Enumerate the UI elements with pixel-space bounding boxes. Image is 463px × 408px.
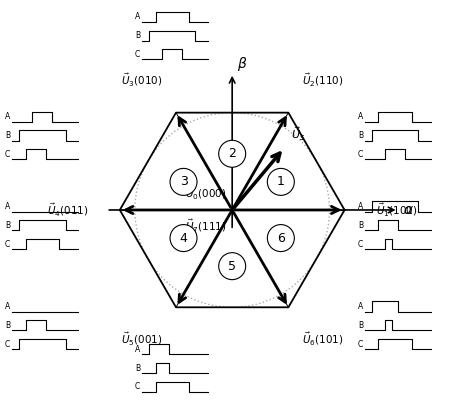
Text: B: B (5, 221, 10, 230)
Text: $\alpha$: $\alpha$ (402, 203, 413, 217)
Circle shape (267, 169, 294, 195)
Text: A: A (5, 112, 10, 121)
Text: A: A (5, 202, 10, 211)
Text: A: A (357, 112, 362, 121)
Text: B: B (357, 131, 362, 140)
Text: $\vec{U}_3(010)$: $\vec{U}_3(010)$ (121, 71, 162, 89)
Text: B: B (357, 321, 362, 330)
Text: A: A (357, 302, 362, 311)
Text: C: C (357, 339, 362, 348)
Text: B: B (135, 364, 140, 373)
Text: C: C (5, 239, 10, 248)
Text: C: C (5, 150, 10, 159)
Text: 3: 3 (179, 175, 187, 188)
Text: $\vec{U}_4(011)$: $\vec{U}_4(011)$ (47, 202, 88, 219)
Text: A: A (357, 202, 362, 211)
Circle shape (169, 169, 197, 195)
Circle shape (267, 224, 294, 252)
Text: B: B (357, 221, 362, 230)
Circle shape (218, 140, 245, 167)
Text: A: A (135, 12, 140, 21)
Text: 5: 5 (228, 259, 236, 273)
Text: C: C (357, 150, 362, 159)
Text: 6: 6 (276, 232, 284, 244)
Circle shape (169, 224, 197, 252)
Text: C: C (357, 239, 362, 248)
Text: B: B (135, 31, 140, 40)
Text: $\vec{U}_5(001)$: $\vec{U}_5(001)$ (121, 331, 162, 348)
Text: $\vec{U}_s$: $\vec{U}_s$ (290, 126, 304, 144)
Text: $\vec{U}_7(111)$: $\vec{U}_7(111)$ (185, 218, 226, 235)
Text: 2: 2 (228, 147, 236, 160)
Text: A: A (135, 345, 140, 354)
Text: 4: 4 (179, 232, 187, 244)
Text: B: B (5, 321, 10, 330)
Text: $\vec{U}_6(101)$: $\vec{U}_6(101)$ (301, 331, 343, 348)
Text: C: C (135, 382, 140, 391)
Circle shape (218, 253, 245, 279)
Text: C: C (135, 50, 140, 59)
Text: $\vec{U}_0(000)$: $\vec{U}_0(000)$ (185, 185, 226, 202)
Text: $\beta$: $\beta$ (236, 55, 247, 73)
Text: $\vec{U}_1(100)$: $\vec{U}_1(100)$ (375, 202, 417, 219)
Text: B: B (5, 131, 10, 140)
Text: $\vec{U}_2(110)$: $\vec{U}_2(110)$ (301, 71, 343, 89)
Text: C: C (5, 339, 10, 348)
Text: 1: 1 (276, 175, 284, 188)
Text: A: A (5, 302, 10, 311)
